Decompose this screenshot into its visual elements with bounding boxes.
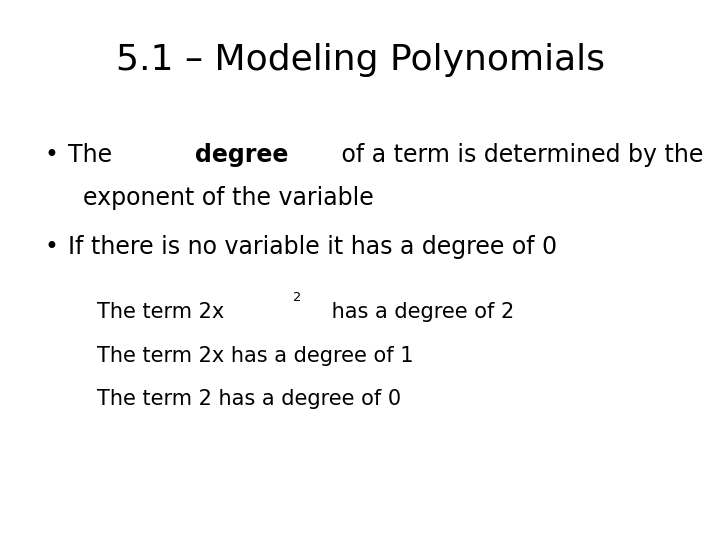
Text: degree: degree bbox=[194, 143, 288, 167]
Text: The term 2 has a degree of 0: The term 2 has a degree of 0 bbox=[97, 389, 401, 409]
Text: 2: 2 bbox=[292, 291, 301, 303]
Text: exponent of the variable: exponent of the variable bbox=[83, 186, 374, 210]
Text: The term 2x has a degree of 1: The term 2x has a degree of 1 bbox=[97, 346, 414, 366]
Text: 5.1 – Modeling Polynomials: 5.1 – Modeling Polynomials bbox=[115, 43, 605, 77]
Text: of a term is determined by the: of a term is determined by the bbox=[334, 143, 703, 167]
Text: has a degree of 2: has a degree of 2 bbox=[325, 302, 514, 322]
Text: •: • bbox=[45, 143, 59, 167]
Text: The term 2x: The term 2x bbox=[97, 302, 225, 322]
Text: 2: 2 bbox=[292, 291, 301, 303]
Text: The: The bbox=[68, 143, 120, 167]
Text: If there is no variable it has a degree of 0: If there is no variable it has a degree … bbox=[68, 235, 557, 259]
Text: •: • bbox=[45, 235, 59, 259]
